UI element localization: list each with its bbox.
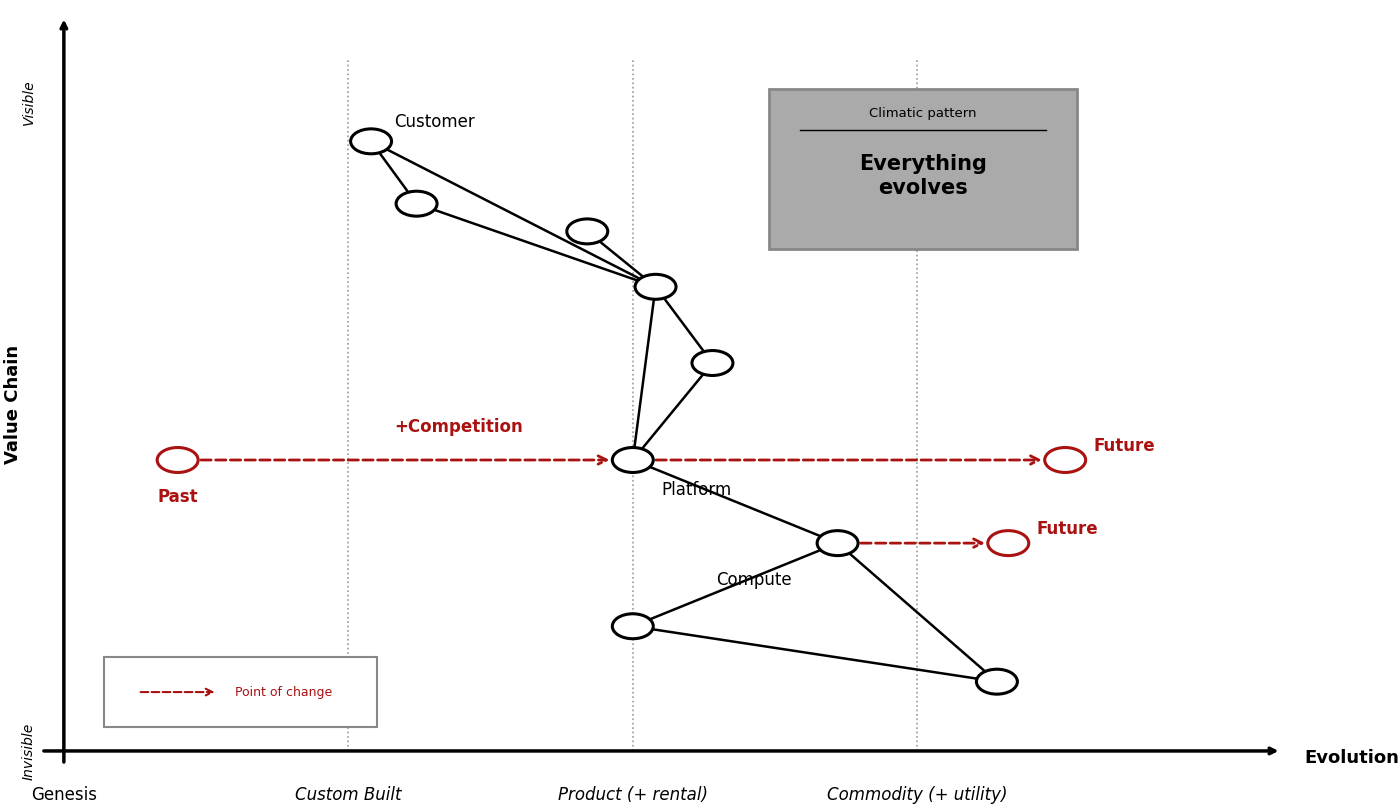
Text: Genesis: Genesis [31,786,97,804]
Text: Future: Future [1093,437,1155,455]
Text: Everything
evolves: Everything evolves [860,154,987,198]
Text: Point of change: Point of change [235,685,332,698]
Text: Climatic pattern: Climatic pattern [869,107,977,120]
Text: Past: Past [157,487,197,506]
Text: Invisible: Invisible [21,723,35,780]
Text: +Competition: +Competition [393,418,522,436]
FancyBboxPatch shape [104,658,377,727]
Text: Product (+ rental): Product (+ rental) [557,786,708,804]
Text: Value Chain: Value Chain [4,345,21,464]
Text: Custom Built: Custom Built [295,786,402,804]
Text: Customer: Customer [393,113,475,131]
Circle shape [612,614,654,639]
FancyBboxPatch shape [770,89,1077,249]
Circle shape [976,669,1018,694]
Circle shape [692,350,734,375]
Text: Visible: Visible [21,79,35,125]
Circle shape [396,191,437,217]
Text: Compute: Compute [717,571,792,589]
Circle shape [157,448,199,473]
Circle shape [636,274,676,299]
Text: Evolution: Evolution [1305,749,1399,767]
Circle shape [818,530,858,556]
Text: Platform: Platform [661,481,731,499]
Circle shape [612,448,654,473]
Circle shape [1044,448,1085,473]
Text: Future: Future [1037,521,1099,539]
Circle shape [988,530,1029,556]
Text: Commodity (+ utility): Commodity (+ utility) [827,786,1008,804]
Circle shape [567,219,608,244]
Circle shape [350,129,392,154]
